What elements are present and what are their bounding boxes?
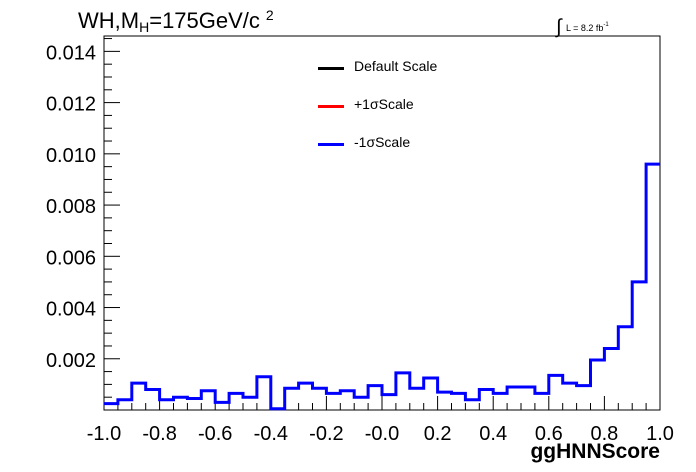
x-tick-label: -0.4 bbox=[254, 423, 288, 445]
x-tick-label: 0.4 bbox=[479, 423, 507, 445]
luminosity-text: L = 8.2 fb bbox=[565, 23, 604, 33]
y-tick-label: 0.010 bbox=[46, 145, 96, 167]
integral-symbol: ∫ bbox=[556, 16, 562, 38]
y-tick-label: 0.006 bbox=[46, 247, 96, 269]
legend-label-plus1sigma: +1σScale bbox=[354, 96, 414, 112]
legend-entry-minus1sigma: -1σScale bbox=[318, 134, 498, 172]
luminosity-label: ∫ L = 8.2 fb-1 bbox=[556, 14, 609, 38]
title-subscript: H bbox=[139, 19, 150, 35]
title-superscript: 2 bbox=[265, 7, 274, 23]
x-tick-label: -0.2 bbox=[309, 423, 343, 445]
legend-label-default: Default Scale bbox=[354, 58, 438, 74]
y-tick-label: 0.002 bbox=[46, 350, 96, 372]
legend: Default Scale +1σScale -1σScale bbox=[318, 58, 498, 172]
luminosity-exponent: -1 bbox=[603, 22, 609, 28]
x-tick-label: 1.0 bbox=[646, 423, 674, 445]
legend-entry-default: Default Scale bbox=[318, 58, 498, 96]
legend-entry-plus1sigma: +1σScale bbox=[318, 96, 498, 134]
y-tick-label: 0.014 bbox=[46, 42, 96, 64]
y-tick-label: 0.004 bbox=[46, 299, 96, 321]
x-tick-label: 0.8 bbox=[590, 423, 618, 445]
y-tick-label: 0.008 bbox=[46, 196, 96, 218]
x-tick-label: -0.8 bbox=[142, 423, 176, 445]
legend-line-minus1sigma bbox=[318, 143, 344, 146]
x-tick-label: 0.2 bbox=[424, 423, 452, 445]
x-tick-label: -1.0 bbox=[87, 423, 121, 445]
x-axis-ticks: -1.0 -0.8 -0.6 -0.4 -0.2 -0.0 0.2 0.4 0.6 0.8 1.0 bbox=[87, 396, 674, 445]
legend-line-plus1sigma bbox=[318, 105, 344, 108]
x-tick-label: 0.6 bbox=[535, 423, 563, 445]
x-tick-label: -0.0 bbox=[365, 423, 399, 445]
histogram-series bbox=[104, 162, 660, 411]
y-tick-label: 0.012 bbox=[46, 94, 96, 116]
chart-title: WH,MH=175GeV/c 2 bbox=[78, 7, 274, 35]
x-tick-label: -0.6 bbox=[198, 423, 232, 445]
histogram-line bbox=[104, 162, 660, 411]
y-axis-ticks: 0.002 0.004 0.006 0.008 0.010 0.012 0.014 bbox=[46, 38, 120, 411]
legend-line-default bbox=[318, 67, 344, 70]
x-axis-label: ggHNNScore bbox=[530, 440, 660, 463]
legend-label-minus1sigma: -1σScale bbox=[354, 134, 411, 150]
